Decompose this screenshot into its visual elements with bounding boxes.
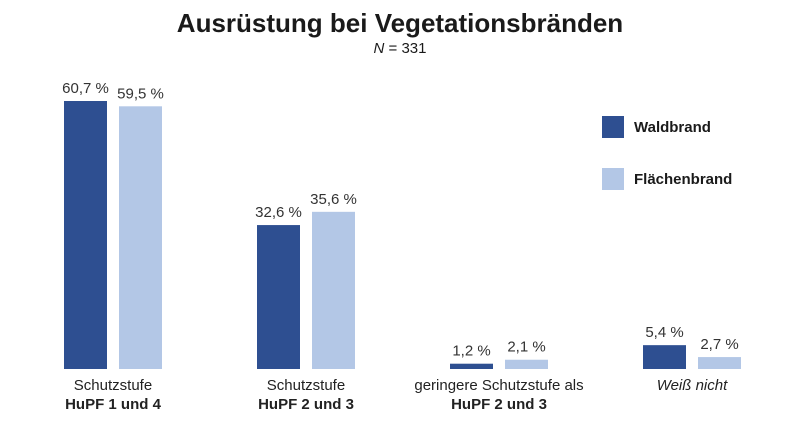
category-label-line2: HuPF 2 und 3 — [258, 396, 354, 413]
category-label-line1: Schutzstufe — [266, 377, 346, 394]
category-label-line2: HuPF 1 und 4 — [65, 396, 161, 413]
category-label: Schutzstufe HuPF 1 und 4 — [3, 376, 223, 414]
data-label: 32,6 % — [255, 204, 302, 221]
bar-flaechenbrand-0 — [119, 106, 162, 369]
bar-waldbrand-3 — [643, 345, 686, 369]
legend-swatch — [602, 116, 624, 138]
category-label-line1: Weiß nicht — [656, 377, 728, 394]
bar-waldbrand-2 — [450, 363, 493, 369]
legend-swatch — [602, 168, 624, 190]
category-label: Weiß nicht — [582, 376, 800, 395]
legend-item-waldbrand: Waldbrand — [602, 116, 711, 138]
legend-label: Waldbrand — [634, 118, 711, 136]
category-label-line1: Schutzstufe — [73, 377, 153, 394]
data-label: 35,6 % — [310, 191, 357, 208]
category-label-line1: geringere Schutzstufe als — [414, 377, 584, 394]
bar-waldbrand-0 — [64, 101, 107, 369]
chart-title: Ausrüstung bei Vegetationsbränden — [176, 8, 624, 38]
subtitle-n: N — [373, 40, 385, 57]
data-label: 60,7 % — [62, 80, 109, 97]
bar-flaechenbrand-3 — [698, 357, 741, 369]
data-label: 5,4 % — [645, 324, 683, 341]
bar-flaechenbrand-2 — [505, 359, 548, 369]
bar-waldbrand-1 — [257, 225, 300, 369]
legend-item-flaechenbrand: Flächenbrand — [602, 168, 732, 190]
category-label: geringere Schutzstufe als HuPF 2 und 3 — [389, 376, 609, 414]
data-label: 1,2 % — [452, 343, 490, 360]
category-label: Schutzstufe HuPF 2 und 3 — [196, 376, 416, 414]
subtitle-value: = 331 — [384, 40, 427, 57]
data-label: 59,5 % — [117, 85, 164, 102]
bar-flaechenbrand-1 — [312, 211, 355, 369]
legend-label: Flächenbrand — [634, 170, 733, 188]
chart-subtitle: N = 331 — [0, 40, 800, 57]
category-label-line2: HuPF 2 und 3 — [451, 396, 547, 413]
data-label: 2,7 % — [700, 336, 738, 353]
data-label: 2,1 % — [507, 339, 545, 356]
